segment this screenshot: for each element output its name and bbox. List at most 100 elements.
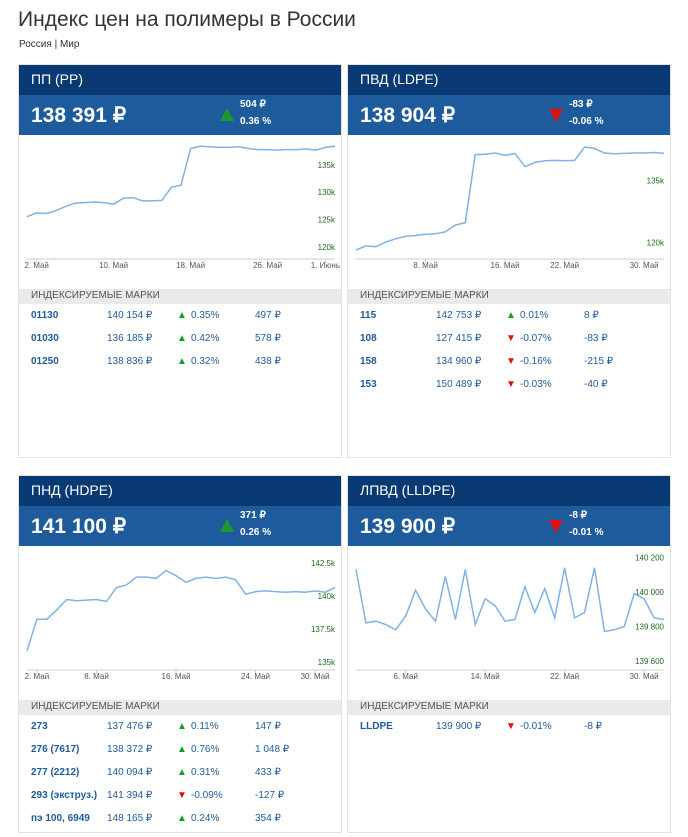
grade-price: 150 489 ₽ (436, 379, 482, 390)
grade-price: 136 185 ₽ (107, 333, 153, 344)
y-tick-label: 125k (318, 215, 336, 224)
grade-name-link[interactable]: 276 (7617) (31, 744, 80, 755)
price-chart[interactable]: 2. Май 10. Май 18. Май 26. Май 1. Июнь 120k 12… (19, 135, 341, 285)
change-percent: -0.06 % (569, 116, 604, 127)
x-tick-label: 2. Май (25, 672, 50, 681)
grade-change-percent: 0.32% (191, 356, 220, 367)
grade-price: 141 394 ₽ (107, 790, 153, 801)
grade-name-link[interactable]: 115 (360, 310, 377, 321)
grade-change-absolute: -83 ₽ (584, 333, 608, 344)
grade-change-percent: 0.35% (191, 310, 220, 321)
polymer-card: ЛПВД (LLDPE) 139 900 ₽ -8 ₽ -0.01 % 6. Май 14… (347, 475, 671, 833)
grade-row[interactable]: 01250 138 836 ₽ ▲ 0.32% 438 ₽ (19, 350, 341, 373)
grade-name-link[interactable]: 01030 (31, 333, 59, 344)
grade-name-link[interactable]: 01250 (31, 356, 59, 367)
index-price: 138 391 ₽ (31, 104, 127, 127)
grade-row[interactable]: 01130 140 154 ₽ ▲ 0.35% 497 ₽ (19, 304, 341, 327)
grade-row[interactable]: 277 (2212) 140 094 ₽ ▲ 0.31% 433 ₽ (19, 761, 341, 784)
grade-name-link[interactable]: 158 (360, 356, 377, 367)
grade-change-absolute: 147 ₽ (255, 721, 281, 732)
y-tick-label: 140 200 (635, 553, 664, 562)
grade-change-percent: 0.76% (191, 744, 220, 755)
price-chart[interactable]: 2. Май 8. Май 16. Май 24. Май 30. Май 135k 137… (19, 546, 341, 696)
region-world-link[interactable]: Мир (59, 39, 80, 50)
grade-row[interactable]: 293 (экструз.) 141 394 ₽ ▼ -0.09% -127 ₽ (19, 784, 341, 807)
down-arrow-icon: ▼ (506, 721, 516, 732)
price-bar: 139 900 ₽ -8 ₽ -0.01 % (348, 506, 670, 546)
grade-price: 140 154 ₽ (107, 310, 153, 321)
grade-name-link[interactable]: 153 (360, 379, 377, 390)
grade-price: 134 960 ₽ (436, 356, 482, 367)
grade-change-absolute: -40 ₽ (584, 379, 608, 390)
grade-price: 142 753 ₽ (436, 310, 482, 321)
up-arrow-icon: ▲ (177, 767, 187, 778)
grades-table: 01130 140 154 ₽ ▲ 0.35% 497 ₽ 01030 136 185 ₽ ▲… (19, 304, 341, 373)
region-russia-link[interactable]: Россия (19, 39, 52, 50)
x-tick-label: 16. Май (162, 672, 191, 681)
x-tick-label: 30. Май (630, 261, 659, 270)
grade-change-percent: 0.24% (191, 813, 220, 824)
y-tick-label: 130k (318, 188, 336, 197)
y-tick-label: 135k (647, 176, 665, 185)
y-tick-label: 137.5k (311, 625, 336, 634)
grade-row[interactable]: 115 142 753 ₽ ▲ 0.01% 8 ₽ (348, 304, 670, 327)
grade-change-absolute: 433 ₽ (255, 767, 281, 778)
change-absolute: 371 ₽ (240, 510, 266, 521)
up-arrow-icon: ▲ (506, 310, 516, 321)
grade-name-link[interactable]: 293 (экструз.) (31, 790, 98, 801)
grade-row[interactable]: LLDPE 139 900 ₽ ▼ -0.01% -8 ₽ (348, 715, 670, 738)
grade-name-link[interactable]: 273 (31, 721, 48, 732)
up-arrow-icon (220, 108, 234, 121)
down-arrow-icon: ▼ (506, 379, 516, 390)
x-tick-label: 26. Май (253, 261, 282, 270)
x-tick-label: 22. Май (550, 261, 579, 270)
x-tick-label: 30. Май (301, 672, 330, 681)
grade-change-absolute: 438 ₽ (255, 356, 281, 367)
card-title[interactable]: ПП (PP) (19, 65, 341, 95)
grade-name-link[interactable]: 277 (2212) (31, 767, 80, 778)
grades-header: ИНДЕКСИРУЕМЫЕ МАРКИ (348, 289, 670, 304)
grade-row[interactable]: 273 137 476 ₽ ▲ 0.11% 147 ₽ (19, 715, 341, 738)
grade-change-absolute: 497 ₽ (255, 310, 281, 321)
grade-change-absolute: 1 048 ₽ (255, 744, 290, 755)
grade-row[interactable]: 01030 136 185 ₽ ▲ 0.42% 578 ₽ (19, 327, 341, 350)
change-percent: -0.01 % (569, 527, 604, 538)
y-tick-label: 120k (647, 239, 665, 248)
x-tick-label: 22. Май (550, 672, 579, 681)
grade-change-percent: 0.01% (520, 310, 549, 321)
price-series-line (355, 567, 665, 633)
grade-row[interactable]: 153 150 489 ₽ ▼ -0.03% -40 ₽ (348, 373, 670, 396)
price-series-line (26, 145, 336, 218)
price-chart[interactable]: 6. Май 14. Май 22. Май 30. Май 139 600 139 80… (348, 546, 670, 696)
grade-row[interactable]: 158 134 960 ₽ ▼ -0.16% -215 ₽ (348, 350, 670, 373)
grades-header: ИНДЕКСИРУЕМЫЕ МАРКИ (19, 289, 341, 304)
grade-change-percent: -0.03% (520, 379, 552, 390)
grade-name-link[interactable]: 01130 (31, 310, 59, 321)
up-arrow-icon: ▲ (177, 333, 187, 344)
region-switch: Россия | Мир (19, 39, 79, 50)
grade-row[interactable]: пэ 100, 6949 148 165 ₽ ▲ 0.24% 354 ₽ (19, 807, 341, 830)
polymer-card: ПП (PP) 138 391 ₽ 504 ₽ 0.36 % 2. Май 10. Май… (18, 64, 342, 458)
grade-name-link[interactable]: LLDPE (360, 721, 393, 732)
grade-price: 140 094 ₽ (107, 767, 153, 778)
up-arrow-icon: ▲ (177, 744, 187, 755)
up-arrow-icon: ▲ (177, 310, 187, 321)
grade-name-link[interactable]: 108 (360, 333, 377, 344)
grade-row[interactable]: 276 (7617) 138 372 ₽ ▲ 0.76% 1 048 ₽ (19, 738, 341, 761)
price-bar: 141 100 ₽ 371 ₽ 0.26 % (19, 506, 341, 546)
x-tick-label: 1. Июнь (311, 261, 340, 270)
index-price: 138 904 ₽ (360, 104, 456, 127)
grade-name-link[interactable]: пэ 100, 6949 (31, 813, 90, 824)
card-title[interactable]: ПВД (LDPE) (348, 65, 670, 95)
grade-change-absolute: -127 ₽ (255, 790, 285, 801)
card-title[interactable]: ЛПВД (LLDPE) (348, 476, 670, 506)
y-tick-label: 140k (318, 592, 336, 601)
card-title[interactable]: ПНД (HDPE) (19, 476, 341, 506)
y-tick-label: 120k (318, 243, 336, 252)
grades-table: 115 142 753 ₽ ▲ 0.01% 8 ₽ 108 127 415 ₽ ▼ -0.07%… (348, 304, 670, 396)
price-bar: 138 391 ₽ 504 ₽ 0.36 % (19, 95, 341, 135)
up-arrow-icon: ▲ (177, 813, 187, 824)
grade-change-absolute: 578 ₽ (255, 333, 281, 344)
grade-row[interactable]: 108 127 415 ₽ ▼ -0.07% -83 ₽ (348, 327, 670, 350)
price-chart[interactable]: 8. Май 16. Май 22. Май 30. Май 120k 135k (348, 135, 670, 285)
